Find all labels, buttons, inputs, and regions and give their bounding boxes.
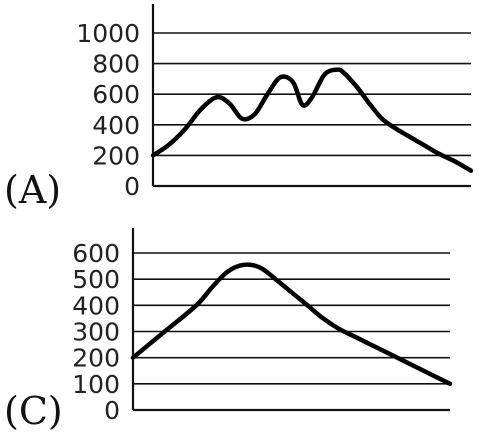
y-tick-label-a-800: 800 — [92, 50, 140, 79]
y-tick-label-a-1000: 1000 — [76, 19, 140, 48]
y-tick-label-c-100: 100 — [72, 370, 120, 399]
y-tick-label-a-600: 600 — [92, 80, 140, 109]
series-line-c-0 — [130, 262, 453, 387]
panel-label-a: (A) — [4, 168, 61, 212]
series-line-a-0 — [150, 67, 474, 173]
y-tick-label-a-200: 200 — [92, 141, 140, 170]
y-tick-label-c-0: 0 — [104, 396, 120, 425]
y-tick-label-a-0: 0 — [124, 172, 140, 201]
y-tick-label-c-600: 600 — [72, 239, 120, 268]
y-tick-label-c-400: 400 — [72, 291, 120, 320]
y-tick-label-c-200: 200 — [72, 344, 120, 373]
panel-label-c: (C) — [4, 389, 63, 433]
y-tick-label-c-300: 300 — [72, 318, 120, 347]
y-tick-label-a-400: 400 — [92, 111, 140, 140]
y-tick-label-c-500: 500 — [72, 265, 120, 294]
